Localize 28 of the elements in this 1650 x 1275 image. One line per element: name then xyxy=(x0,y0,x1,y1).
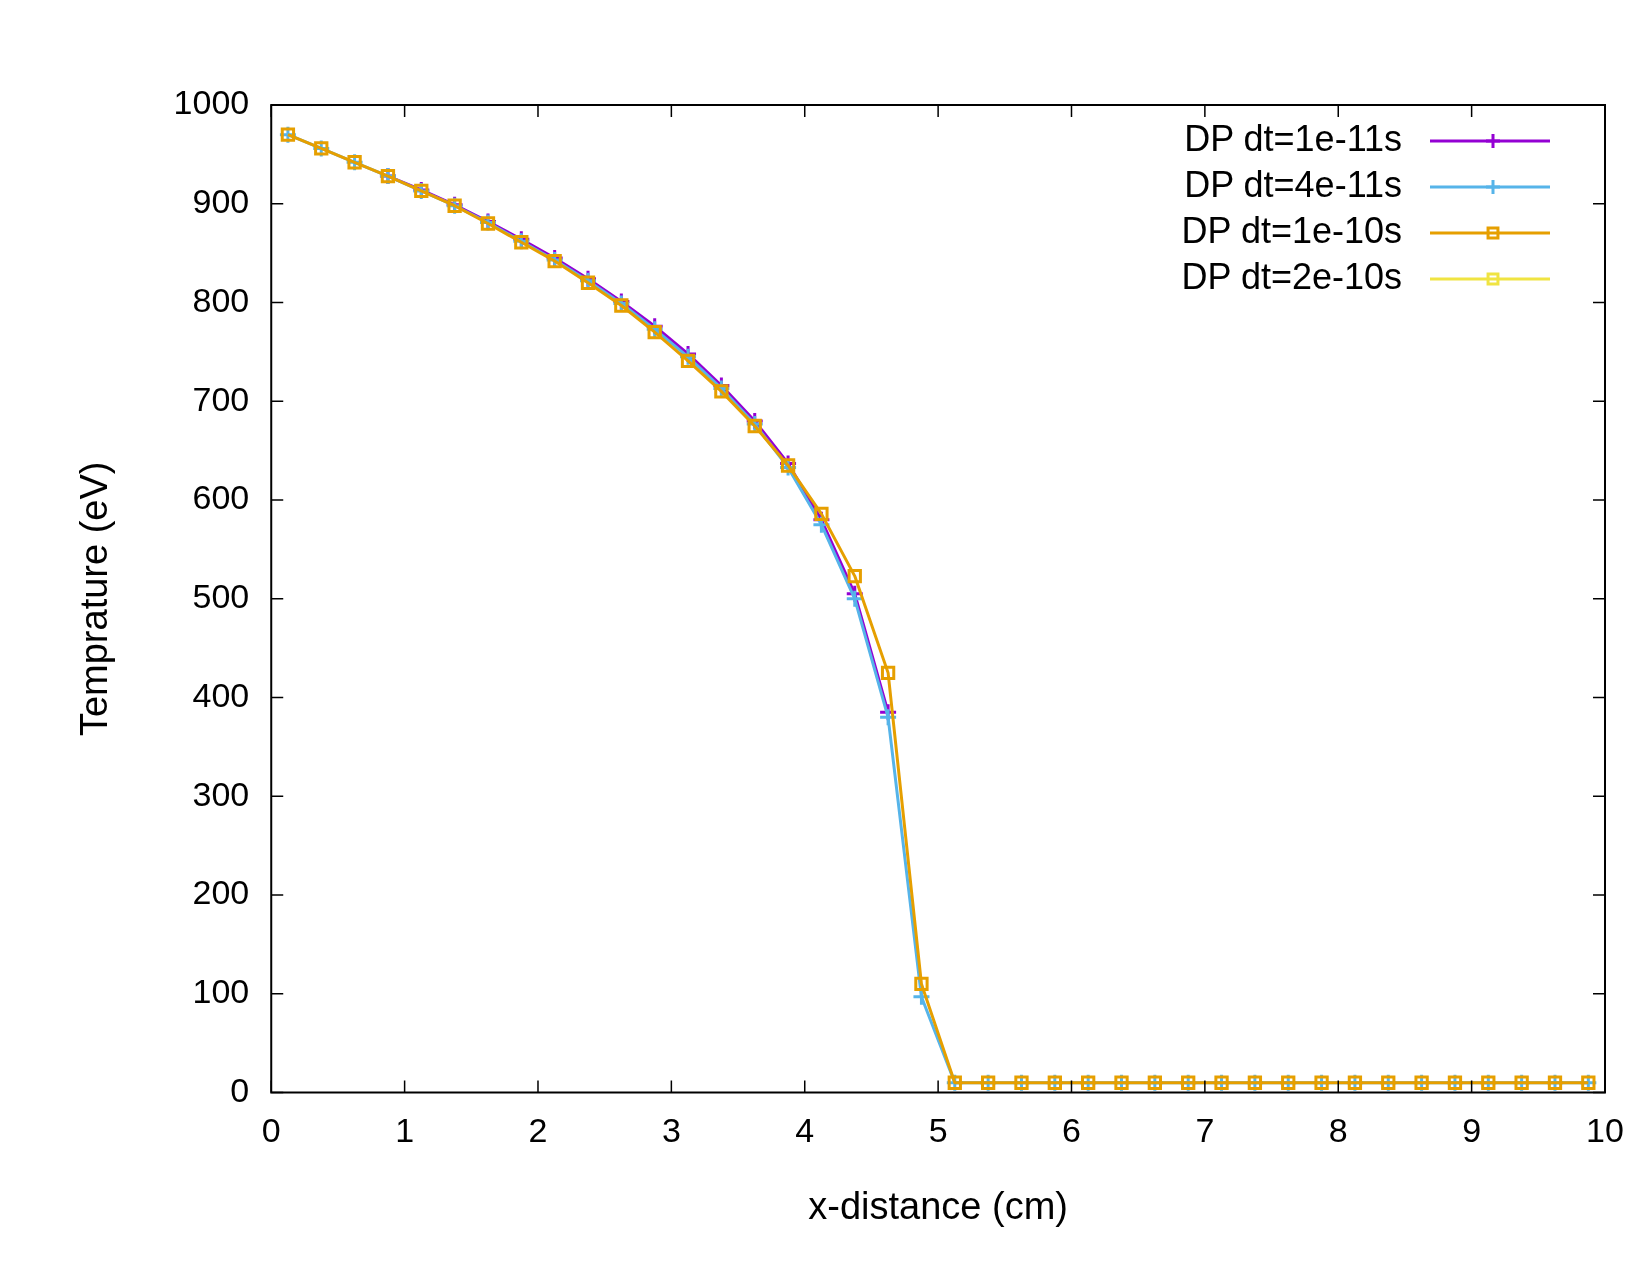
y-tick-label: 900 xyxy=(192,182,250,221)
x-tick-label: 9 xyxy=(1462,1111,1482,1150)
x-axis-title: x-distance (cm) xyxy=(808,1184,1068,1227)
y-tick-label: 400 xyxy=(192,675,250,714)
x-tick-label: 4 xyxy=(795,1111,815,1150)
y-tick-label: 1000 xyxy=(173,83,250,122)
y-tick-label: 500 xyxy=(192,577,250,616)
y-tick-label: 100 xyxy=(192,972,250,1011)
x-tick-label: 6 xyxy=(1062,1111,1081,1150)
legend-label: DP dt=1e-10s xyxy=(1181,209,1402,251)
x-tick-label: 1 xyxy=(395,1111,415,1150)
legend-label: DP dt=2e-10s xyxy=(1181,255,1402,297)
y-tick-label: 300 xyxy=(192,774,250,813)
x-tick-label: 3 xyxy=(661,1111,681,1150)
y-axis-title: Temprature (eV) xyxy=(73,461,116,737)
legend-label: DP dt=1e-11s xyxy=(1184,117,1402,159)
y-tick-label: 200 xyxy=(192,873,250,912)
x-tick-label: 10 xyxy=(1586,1111,1624,1150)
x-tick-label: 8 xyxy=(1328,1111,1348,1150)
x-tick-label: 5 xyxy=(928,1111,948,1150)
x-tick-label: 7 xyxy=(1195,1111,1215,1150)
y-tick-label: 700 xyxy=(192,379,250,418)
legend-label: DP dt=4e-11s xyxy=(1184,163,1402,205)
y-tick-label: 600 xyxy=(192,478,250,517)
x-tick-label: 2 xyxy=(528,1111,548,1150)
y-tick-label: 0 xyxy=(230,1070,250,1109)
y-tick-label: 800 xyxy=(192,280,250,319)
x-tick-label: 0 xyxy=(261,1111,281,1150)
